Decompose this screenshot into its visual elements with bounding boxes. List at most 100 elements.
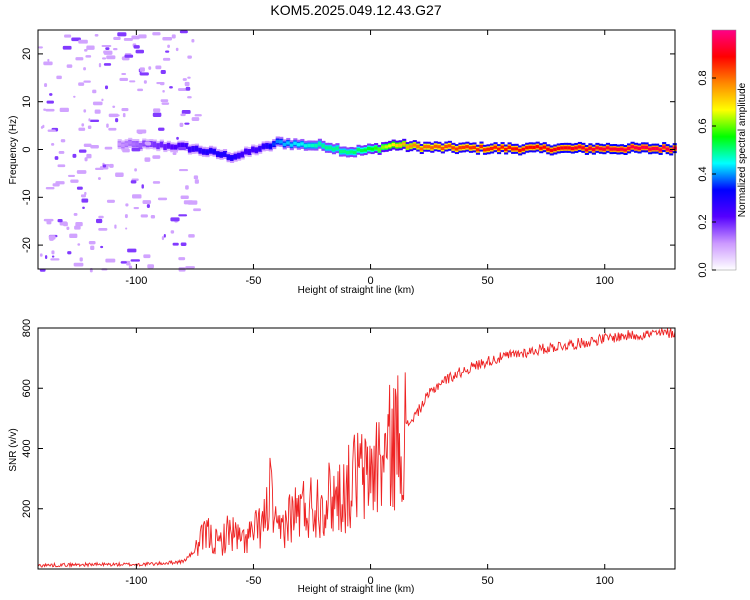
heatmap-cell xyxy=(71,37,81,42)
heatmap-cell xyxy=(430,146,435,150)
heatmap-cell xyxy=(208,149,214,153)
heatmap-cell xyxy=(77,243,81,246)
heatmap-cell xyxy=(147,264,155,269)
heatmap-cell xyxy=(123,37,133,41)
heatmap-cell xyxy=(479,144,484,149)
heatmap-cell xyxy=(588,146,593,150)
heatmap-cells xyxy=(38,30,677,273)
heatmap-cell xyxy=(247,150,252,154)
heatmap-cell xyxy=(73,95,76,98)
heatmap-cell xyxy=(546,147,551,151)
heatmap-cell xyxy=(160,69,166,74)
heatmap-cell xyxy=(279,140,284,144)
x-tick-label: 0 xyxy=(367,575,373,587)
heatmap-cell xyxy=(570,146,575,151)
heatmap-cell xyxy=(321,144,326,148)
heatmap-cell xyxy=(84,157,88,162)
heatmap-cell xyxy=(166,144,171,148)
heatmap-cell xyxy=(535,145,540,149)
heatmap-cell xyxy=(352,150,358,154)
snr-y-axis: 200 400 600 800 xyxy=(21,319,675,518)
heatmap-cell xyxy=(131,35,140,40)
heatmap-cell xyxy=(556,146,561,151)
heatmap-cell xyxy=(602,147,607,151)
heatmap-cell xyxy=(230,156,235,160)
heatmap-cell xyxy=(205,150,210,154)
heatmap-cell xyxy=(616,147,621,152)
heatmap-cell xyxy=(38,46,43,49)
heatmap-cell xyxy=(130,180,137,184)
heatmap-cell xyxy=(47,58,50,62)
heatmap-cell xyxy=(120,261,127,264)
heatmap-cell xyxy=(223,152,228,156)
heatmap-cell xyxy=(113,47,118,51)
heatmap-cell xyxy=(163,145,168,149)
heatmap-cell xyxy=(258,147,263,151)
heatmap-cell xyxy=(384,145,389,149)
colorbar-label: Normalized spectral amplitude xyxy=(737,82,748,217)
heatmap-cell xyxy=(135,142,140,146)
heatmap-cell xyxy=(67,174,76,177)
heatmap-cell xyxy=(342,149,347,154)
heatmap-cell xyxy=(58,150,65,154)
heatmap-cell xyxy=(324,146,329,150)
heatmap-cell xyxy=(78,149,87,153)
heatmap-cell xyxy=(103,63,112,66)
y-tick-label: 400 xyxy=(21,439,33,457)
heatmap-cell xyxy=(80,194,87,198)
heatmap-cell xyxy=(73,212,78,216)
heatmap-cell xyxy=(454,147,459,151)
y-tick-label: 600 xyxy=(21,379,33,397)
heatmap-cell xyxy=(47,129,56,132)
heatmap-cell xyxy=(314,144,319,148)
heatmap-cell xyxy=(178,214,188,217)
heatmap-cell xyxy=(117,32,127,37)
heatmap-cell xyxy=(345,150,351,155)
heatmap-cell xyxy=(138,144,143,148)
heatmap-cell xyxy=(55,181,65,185)
heatmap-cell xyxy=(70,179,79,183)
heatmap-cell xyxy=(78,39,88,44)
heatmap-cell xyxy=(187,147,192,152)
heatmap-cell xyxy=(152,181,161,184)
heatmap-cell xyxy=(150,214,156,219)
heatmap-cell xyxy=(525,146,530,150)
heatmap-cell xyxy=(108,113,119,118)
heatmap-cell xyxy=(581,146,586,150)
heatmap-cell xyxy=(497,147,502,151)
heatmap-cell xyxy=(184,81,190,87)
heatmap-cell xyxy=(183,200,194,205)
x-tick-label: 50 xyxy=(482,575,494,587)
heatmap-cell xyxy=(402,142,407,146)
heatmap-cell xyxy=(43,61,53,66)
heatmap-cell xyxy=(591,148,596,152)
heatmap-cell xyxy=(219,153,224,157)
heatmap-cell xyxy=(48,235,56,240)
heatmap-cell xyxy=(180,143,185,148)
heatmap-cell xyxy=(567,146,572,150)
heatmap-cell xyxy=(577,145,582,149)
heatmap-cell xyxy=(67,251,72,255)
heatmap-cell xyxy=(169,149,178,152)
heatmap-cell xyxy=(46,100,54,104)
heatmap-cell xyxy=(88,240,96,245)
heatmap-cell xyxy=(500,145,505,149)
heatmap-cell xyxy=(658,148,663,152)
heatmap-cell xyxy=(179,168,189,172)
heatmap-cell xyxy=(191,147,196,151)
heatmap-cell xyxy=(553,147,558,152)
heatmap-cell xyxy=(136,129,147,134)
heatmap-cell xyxy=(102,164,107,168)
heatmap-cell xyxy=(57,164,66,168)
heatmap-cell xyxy=(180,242,187,246)
heatmap-cell xyxy=(191,39,195,43)
heatmap-cell xyxy=(45,108,55,112)
heatmap-cell xyxy=(419,147,424,151)
x-tick-label: 0 xyxy=(367,275,373,287)
y-tick-label: 0 xyxy=(21,146,33,152)
heatmap-cell xyxy=(300,142,305,146)
heatmap-cell xyxy=(106,199,115,203)
colorbar-gradient xyxy=(711,29,737,271)
heatmap-cell xyxy=(504,147,509,152)
